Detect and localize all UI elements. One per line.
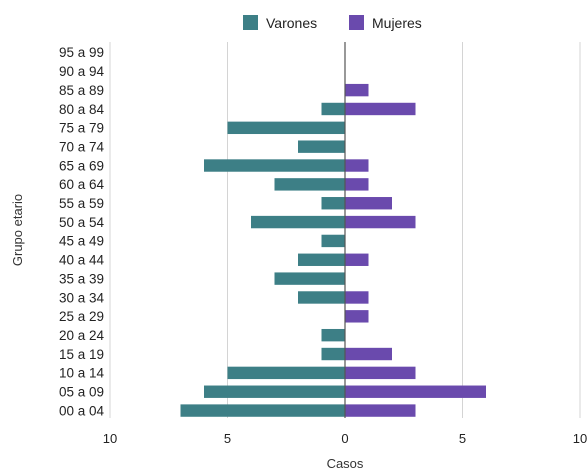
legend-label-mujeres: Mujeres: [372, 15, 422, 31]
category-labels: 95 a 99 90 a 94 85 a 89 80 a 84 75 a 79 70 a …: [59, 45, 105, 418]
category-label-85-a-89: 85 a 89: [59, 83, 104, 98]
bar-mujeres-50-a-54: [345, 215, 416, 229]
category-label-75-a-79: 75 a 79: [59, 121, 104, 136]
x-tick-label-pos10: 10: [573, 431, 587, 446]
category-label-40-a-44: 40 a 44: [59, 253, 105, 268]
legend-swatch-varones: [243, 15, 258, 30]
bar-varones-40-a-44: [298, 253, 345, 266]
category-label-95-a-99: 95 a 99: [59, 45, 104, 60]
category-label-80-a-84: 80 a 84: [59, 102, 105, 117]
bar-mujeres-00-a-04: [345, 404, 416, 417]
bar-mujeres-85-a-89: [345, 83, 369, 97]
bar-varones-05-a-09: [204, 385, 345, 398]
category-label-50-a-54: 50 a 54: [59, 215, 105, 230]
bar-mujeres-40-a-44: [345, 253, 369, 266]
category-label-25-a-29: 25 a 29: [59, 309, 104, 324]
x-tick-label-neg10: 10: [103, 431, 117, 446]
category-label-55-a-59: 55 a 59: [59, 196, 104, 211]
category-label-90-a-94: 90 a 94: [59, 64, 105, 79]
category-label-60-a-64: 60 a 64: [59, 177, 105, 192]
x-tick-label-pos5: 5: [459, 431, 466, 446]
legend-label-varones: Varones: [266, 15, 317, 31]
bars: [180, 83, 486, 417]
bar-mujeres-65-a-69: [345, 159, 369, 172]
bar-mujeres-80-a-84: [345, 102, 416, 116]
category-label-05-a-09: 05 a 09: [59, 385, 104, 400]
bar-mujeres-55-a-59: [345, 197, 392, 210]
bar-mujeres-30-a-34: [345, 291, 369, 304]
bar-varones-20-a-24: [321, 328, 345, 342]
bar-varones-55-a-59: [321, 197, 345, 210]
category-label-45-a-49: 45 a 49: [59, 234, 104, 249]
bar-varones-60-a-64: [274, 178, 345, 191]
x-tick-labels: 10 5 0 5 10: [103, 431, 587, 446]
bar-varones-35-a-39: [274, 272, 345, 285]
category-label-10-a-14: 10 a 14: [59, 366, 105, 381]
category-label-65-a-69: 65 a 69: [59, 158, 104, 173]
legend-swatch-mujeres: [349, 15, 364, 30]
bar-mujeres-60-a-64: [345, 178, 369, 191]
category-label-30-a-34: 30 a 34: [59, 290, 105, 305]
bar-varones-70-a-74: [298, 140, 345, 153]
bar-varones-50-a-54: [251, 215, 345, 229]
x-tick-label-0: 0: [341, 431, 348, 446]
x-axis-title: Casos: [327, 456, 364, 471]
legend: Varones Mujeres: [243, 15, 422, 31]
gridlines: [109, 42, 581, 418]
bar-mujeres-25-a-29: [345, 310, 369, 323]
category-label-00-a-04: 00 a 04: [59, 403, 105, 418]
y-axis-title: Grupo etario: [10, 194, 25, 266]
x-tick-label-neg5: 5: [224, 431, 231, 446]
bar-varones-30-a-34: [298, 291, 345, 304]
bar-mujeres-15-a-19: [345, 347, 392, 361]
bar-varones-65-a-69: [204, 159, 345, 172]
category-label-15-a-19: 15 a 19: [59, 347, 104, 362]
bar-varones-00-a-04: [180, 404, 345, 417]
category-label-35-a-39: 35 a 39: [59, 271, 104, 286]
bar-varones-10-a-14: [227, 366, 345, 380]
bar-mujeres-05-a-09: [345, 385, 486, 398]
category-label-20-a-24: 20 a 24: [59, 328, 105, 343]
bar-mujeres-10-a-14: [345, 366, 416, 380]
bar-varones-80-a-84: [321, 102, 345, 116]
bar-varones-45-a-49: [321, 234, 345, 248]
bar-varones-75-a-79: [227, 121, 345, 135]
category-label-70-a-74: 70 a 74: [59, 139, 105, 154]
bar-varones-15-a-19: [321, 347, 345, 361]
